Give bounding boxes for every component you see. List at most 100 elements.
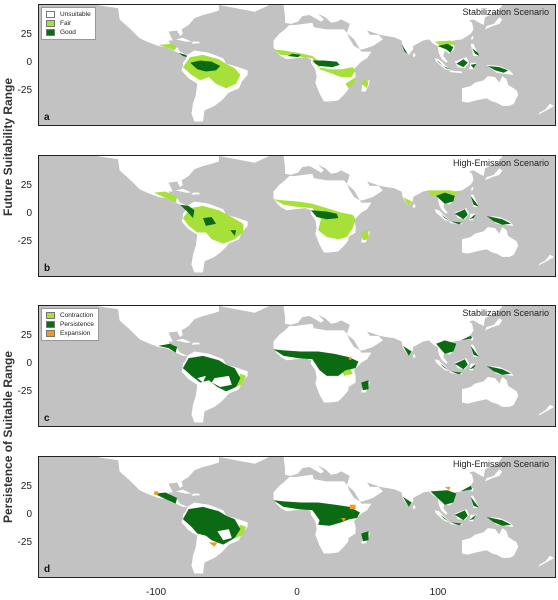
land-uk [289, 156, 301, 160]
fair-region [158, 43, 178, 51]
land-australia [462, 227, 519, 257]
x-tick-label: 0 [294, 587, 300, 598]
land-sumatra [434, 510, 451, 523]
land-hispaniola [191, 192, 201, 195]
land-cuba [175, 37, 192, 42]
good-region [312, 60, 340, 68]
legend-label: Fair [60, 20, 72, 27]
land-northAmerica [53, 156, 219, 206]
fair-region [403, 197, 412, 206]
land-nz [538, 555, 555, 567]
persistence-region [460, 335, 473, 341]
land-sumatra [434, 58, 451, 71]
land-philippines [470, 495, 480, 508]
legend-swatch [46, 11, 55, 18]
land-greenland [218, 306, 270, 313]
y-tick-label: 25 [20, 481, 32, 493]
good-region [436, 192, 455, 204]
good-region [470, 63, 477, 69]
y-tick-label: 0 [26, 357, 32, 369]
persistence-region [486, 516, 511, 526]
panel-letter: b [44, 263, 51, 274]
legend-label: Persistence [60, 321, 94, 328]
land-sumatra [434, 209, 451, 222]
expansion-region [348, 355, 352, 361]
persistence-region [450, 371, 462, 375]
land-northAmerica [53, 5, 219, 55]
panel-letter: d [44, 564, 51, 575]
land-java [449, 70, 462, 74]
persistence-region [182, 506, 241, 545]
land-sulawesi [469, 62, 478, 70]
world-map [53, 457, 555, 574]
good-region [454, 209, 468, 220]
land-nz [538, 254, 555, 266]
world-map [53, 5, 555, 122]
unsuitable-gap [197, 375, 206, 383]
y-tick-label: 0 [26, 56, 32, 68]
y-tick-label: 25 [20, 330, 32, 342]
good-region [469, 213, 477, 220]
persistence-region [454, 510, 468, 521]
persistence-region [469, 514, 477, 521]
land-uk [289, 457, 301, 461]
legend-swatch [46, 330, 55, 337]
land-taiwan [470, 36, 474, 40]
unsuitable-gap [217, 529, 232, 541]
good-region [437, 43, 454, 53]
y-tick-label: -25 [17, 84, 32, 96]
good-region [472, 48, 480, 56]
land-nz [538, 103, 555, 115]
land-greenland [218, 5, 270, 12]
fair-region [154, 191, 178, 203]
fair-region [361, 79, 369, 89]
scenario-label: High-Emission Scenario [452, 158, 549, 168]
world-map [53, 156, 555, 273]
expansion-region [341, 518, 346, 523]
land-japan [485, 469, 503, 482]
land-northAmerica [53, 457, 219, 507]
persistence-region [469, 363, 477, 370]
y-axis-label-suitability: Future Suitability Range [1, 78, 15, 217]
persistence-region [158, 343, 178, 353]
persistence-region [486, 365, 511, 375]
land-sulawesi [469, 514, 478, 522]
persistence-region [273, 500, 360, 526]
good-region [287, 53, 301, 58]
legend-entry: Persistence [46, 320, 94, 329]
land-taiwan [470, 488, 474, 492]
map-panel-a: Stabilization Scenario a Unsuitable Fair Goo… [38, 4, 556, 126]
persistence-region [470, 345, 480, 357]
land-cuba [175, 489, 192, 494]
land-cuba [175, 338, 192, 343]
y-tick-label: 25 [20, 29, 32, 41]
unsuitable-gap [211, 375, 232, 387]
good-region [470, 195, 480, 207]
legend-entry: Fair [46, 19, 91, 28]
land-northAmerica [53, 306, 219, 356]
x-tick-label: 100 [429, 587, 447, 598]
y-tick-label: 25 [20, 180, 32, 192]
land-sriLanka [412, 353, 416, 359]
expansion-region [444, 486, 451, 491]
panel-letter: a [44, 112, 50, 123]
legend-label: Good [60, 29, 76, 36]
land-hispaniola [191, 342, 201, 345]
good-region [190, 60, 221, 72]
legend-label: Contraction [60, 312, 94, 319]
map-panel-c: Stabilization Scenario c Contraction Persis… [38, 305, 556, 427]
persistence-region [403, 496, 412, 507]
land-sulawesi [469, 213, 478, 221]
persistence-region [450, 522, 462, 526]
land-hispaniola [191, 41, 201, 44]
good-region [456, 59, 468, 68]
good-region [180, 204, 195, 219]
scenario-label: High-Emission Scenario [452, 459, 549, 469]
persistence-region [470, 496, 480, 508]
land-greenland [218, 156, 270, 163]
land-sriLanka [412, 203, 416, 209]
persistence-region [154, 492, 178, 504]
land-greenland [218, 457, 270, 464]
fair-region [273, 199, 356, 240]
legend-suitability: Unsuitable Fair Good [41, 7, 96, 40]
